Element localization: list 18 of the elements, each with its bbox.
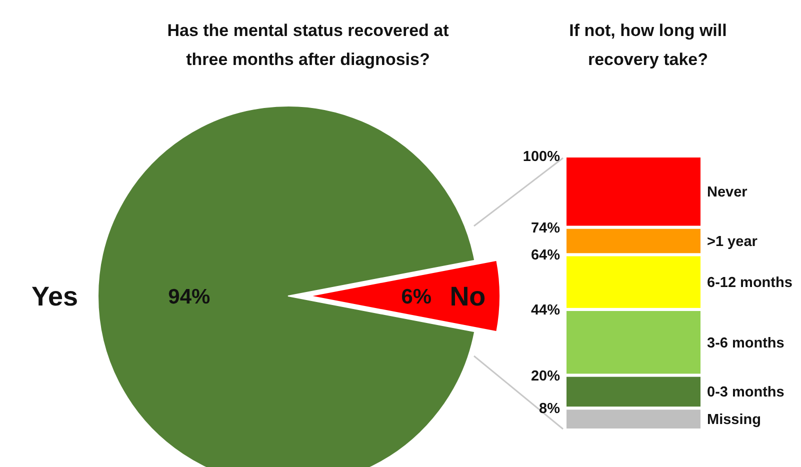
chart-title: Has the mental status recovered at three months after diagnosis? [167,21,450,69]
series-label: 3-6 months [707,335,784,352]
series-label: 0-3 months [707,384,784,401]
slice-label: Yes [31,281,78,312]
y-tick-label: 64% [530,248,560,264]
y-tick-label: 44% [530,302,560,319]
y-tick-label: 74% [530,220,560,236]
data-label: 6% [401,285,432,308]
y-tick-label: 8% [539,401,560,418]
y-tick-label: 20% [530,368,560,384]
series-label: 6-12 months [707,275,792,292]
series-label: >1 year [707,234,758,250]
data-label: 94% [168,285,211,308]
series-label: Missing [707,412,761,428]
y-tick-label: 100% [522,149,560,166]
series-label: Never [707,184,748,201]
chart-title: If not, how long will recovery take? [569,21,727,69]
slice-label: No [450,281,486,312]
